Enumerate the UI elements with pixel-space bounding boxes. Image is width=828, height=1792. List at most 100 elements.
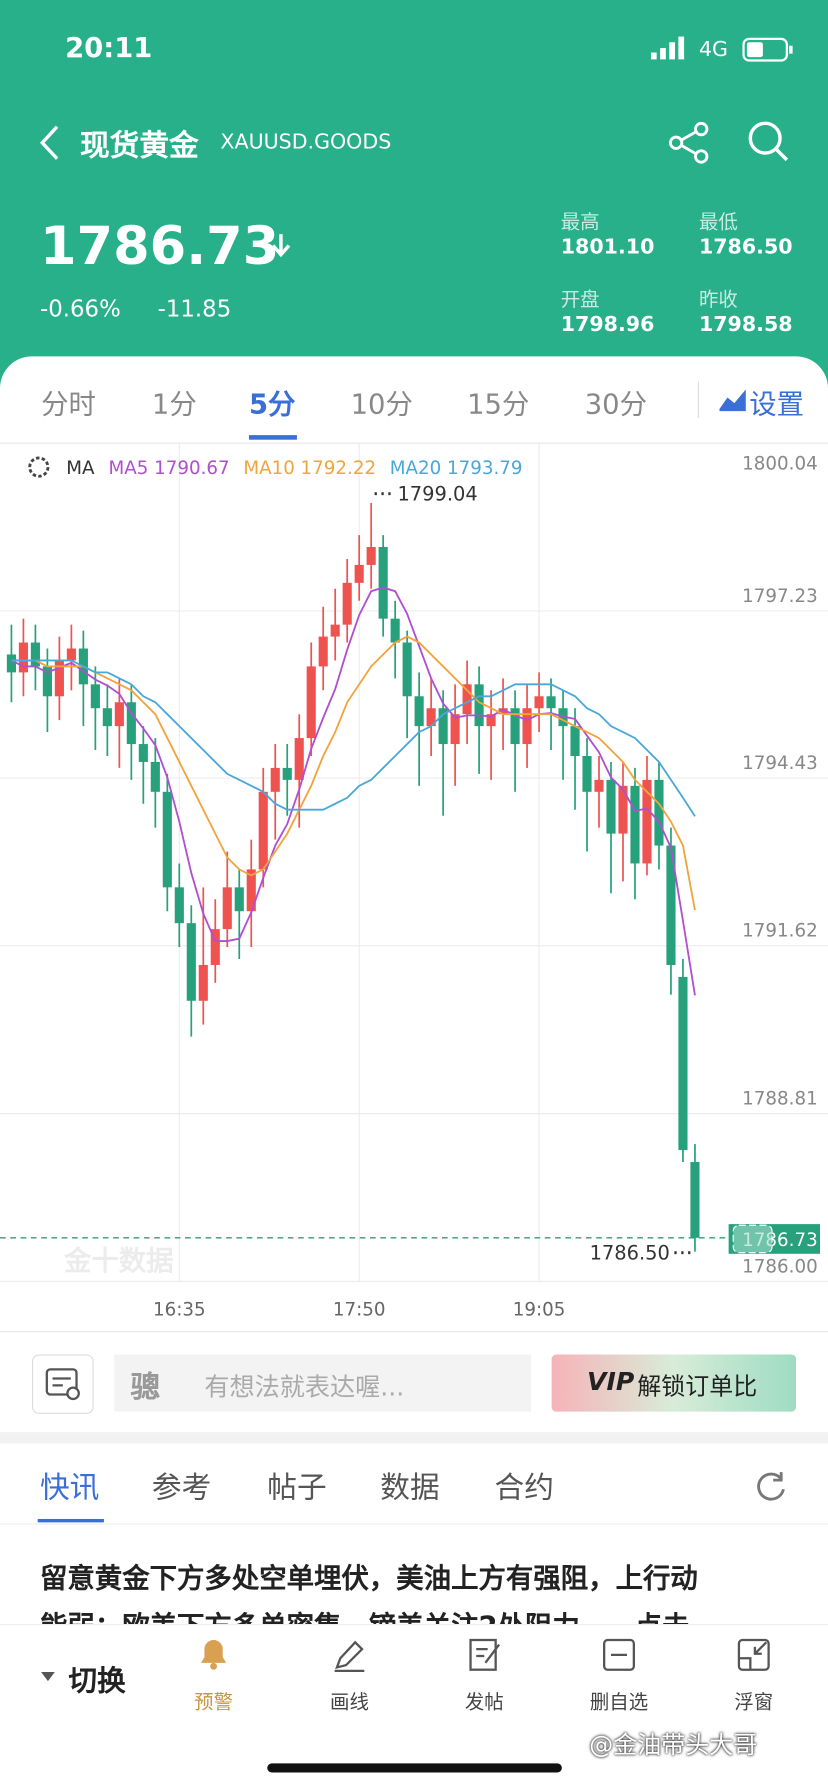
y-tick-label: 1788.81: [742, 1088, 818, 1109]
candle-body: [462, 684, 472, 715]
candle-body: [18, 642, 28, 673]
candle-body: [642, 779, 652, 864]
page-title: 现货黄金: [79, 129, 199, 164]
ma-line: [11, 659, 696, 817]
battery-icon: [742, 37, 793, 62]
period-tab[interactable]: 10分: [350, 388, 413, 421]
nav-glyph: [201, 1640, 227, 1670]
period-tab[interactable]: 1分: [151, 388, 197, 421]
news-tab[interactable]: 参考: [151, 1470, 212, 1506]
candle-body: [126, 702, 136, 745]
change-percent: -0.66%: [39, 294, 121, 323]
stat-label: 昨收: [698, 288, 738, 312]
candle-body: [678, 976, 688, 1151]
news-tab[interactable]: 快讯: [39, 1470, 100, 1506]
candle-body: [138, 744, 148, 762]
vip-label: 解锁订单比: [637, 1372, 758, 1401]
period-tab[interactable]: 分时: [41, 388, 96, 421]
candle-body: [330, 624, 340, 637]
candle-body: [654, 779, 664, 846]
candle-body: [30, 642, 40, 667]
period-tab[interactable]: 5分: [248, 388, 296, 421]
nav-glyph: [469, 1638, 500, 1671]
legend-name: MA20: [390, 458, 442, 479]
nav-icon[interactable]: [465, 1635, 504, 1678]
ma-line: [11, 586, 696, 996]
candle-body: [498, 708, 508, 715]
order-icon[interactable]: [31, 1354, 94, 1414]
candle-body: [174, 887, 184, 924]
network-label: 4G: [698, 37, 728, 62]
candle-body: [246, 869, 256, 912]
period-tab[interactable]: 30分: [584, 388, 648, 421]
switch-button[interactable]: 切换: [68, 1663, 126, 1698]
comment-input[interactable]: [114, 1354, 532, 1412]
candle-body: [54, 660, 64, 697]
nav-item[interactable]: 发帖: [464, 1691, 504, 1715]
candle-body: [114, 702, 124, 727]
candle-body: [570, 726, 580, 756]
candle-body: [102, 708, 112, 727]
search-button[interactable]: [746, 119, 792, 165]
fullscreen-button: [732, 1224, 773, 1254]
high-label: 1799.04: [397, 483, 477, 506]
switch-caret: [41, 1671, 55, 1682]
nav-icon[interactable]: [194, 1635, 233, 1678]
candle-body: [90, 684, 100, 709]
symbol: XAUUSD.GOODS: [220, 130, 392, 155]
watermark: 金十数据: [63, 1245, 174, 1277]
x-tick-label: 19:05: [513, 1300, 566, 1321]
candle-body: [198, 964, 208, 1001]
candle-body: [534, 696, 544, 709]
candle-body: [390, 618, 400, 643]
candle-body: [450, 714, 460, 745]
share-button[interactable]: [667, 121, 713, 164]
settings-icon[interactable]: [718, 386, 748, 413]
candle-body: [522, 708, 532, 745]
stat-label: 最高: [560, 211, 600, 235]
candle-body: [666, 845, 676, 965]
refresh-button[interactable]: [754, 1469, 788, 1503]
stat-value: 1801.10: [560, 235, 655, 260]
x-tick-label: 17:50: [333, 1300, 386, 1321]
headline-line[interactable]: 留意黄金下方多处空单埋伏，美油上方有强阻，上行动: [39, 1562, 698, 1595]
nav-glyph: [737, 1638, 770, 1671]
card-top: [0, 356, 828, 448]
image-watermark: @金油带头大哥: [589, 1731, 758, 1759]
vip-button[interactable]: [551, 1354, 797, 1412]
nav-icon[interactable]: [734, 1635, 773, 1678]
news-tab[interactable]: 合约: [494, 1470, 554, 1506]
stat-label: 最低: [698, 211, 738, 235]
nav-icon[interactable]: [600, 1635, 639, 1678]
legend-value: 1792.22: [301, 458, 377, 479]
nav-item[interactable]: 画线: [330, 1691, 369, 1715]
candle-body: [474, 684, 484, 727]
candle-body: [150, 761, 160, 792]
news-tab[interactable]: 帖子: [267, 1470, 327, 1506]
price: 1786.73: [39, 214, 280, 277]
candle-body: [438, 708, 448, 745]
news-tab[interactable]: 数据: [380, 1470, 440, 1506]
change-amount: -11.85: [157, 294, 232, 323]
low-label: 1786.50: [590, 1242, 670, 1265]
legend-gear: [28, 456, 50, 478]
candle-body: [42, 666, 52, 697]
legend-value: 1793.79: [447, 458, 523, 479]
candle-body: [6, 654, 16, 673]
nav-item[interactable]: 删自选: [589, 1691, 649, 1715]
period-tab[interactable]: 15分: [467, 388, 530, 421]
candle-body: [66, 648, 76, 661]
candle-body: [186, 923, 196, 1001]
back-button[interactable]: [37, 123, 64, 162]
nav-icon[interactable]: [330, 1635, 369, 1678]
nav-item[interactable]: 浮窗: [734, 1691, 774, 1715]
nav-item[interactable]: 预警: [194, 1691, 233, 1715]
candle-body: [630, 785, 640, 864]
home-indicator: [267, 1763, 562, 1773]
settings-label[interactable]: 设置: [749, 388, 805, 421]
input-placeholder: 有想法就表达喔...: [204, 1373, 405, 1403]
x-tick-label: 16:35: [153, 1300, 206, 1321]
down-arrow: [271, 234, 291, 258]
